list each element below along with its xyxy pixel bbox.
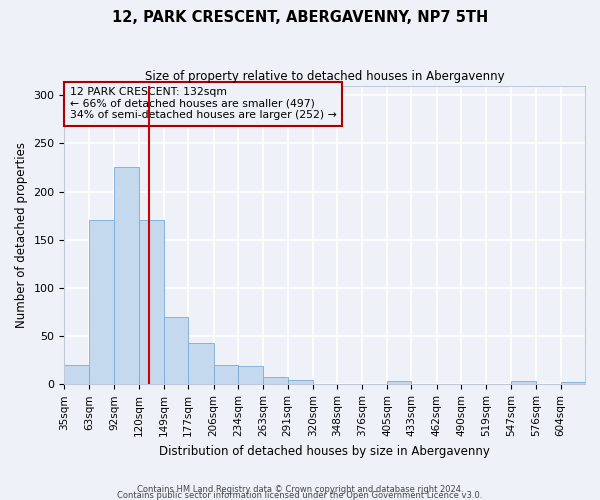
Bar: [89, 220, 114, 384]
Bar: [64, 365, 89, 384]
Y-axis label: Number of detached properties: Number of detached properties: [15, 142, 28, 328]
Text: Contains HM Land Registry data © Crown copyright and database right 2024.: Contains HM Land Registry data © Crown c…: [137, 484, 463, 494]
Bar: [214, 365, 238, 384]
Bar: [139, 220, 164, 384]
Bar: [114, 168, 139, 384]
X-axis label: Distribution of detached houses by size in Abergavenny: Distribution of detached houses by size …: [159, 444, 490, 458]
Text: 12, PARK CRESCENT, ABERGAVENNY, NP7 5TH: 12, PARK CRESCENT, ABERGAVENNY, NP7 5TH: [112, 10, 488, 25]
Bar: [560, 382, 585, 384]
Bar: [238, 366, 263, 384]
Title: Size of property relative to detached houses in Abergavenny: Size of property relative to detached ho…: [145, 70, 505, 83]
Bar: [511, 382, 536, 384]
Bar: [287, 380, 313, 384]
Bar: [164, 317, 188, 384]
Bar: [387, 382, 412, 384]
Text: Contains public sector information licensed under the Open Government Licence v3: Contains public sector information licen…: [118, 490, 482, 500]
Bar: [188, 343, 214, 384]
Bar: [263, 376, 287, 384]
Text: 12 PARK CRESCENT: 132sqm
← 66% of detached houses are smaller (497)
34% of semi-: 12 PARK CRESCENT: 132sqm ← 66% of detach…: [70, 87, 337, 120]
